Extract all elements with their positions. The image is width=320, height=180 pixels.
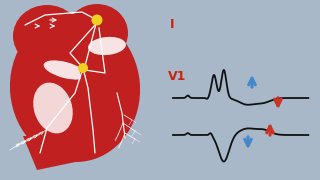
Ellipse shape bbox=[13, 5, 81, 67]
Ellipse shape bbox=[44, 60, 86, 80]
Circle shape bbox=[92, 15, 102, 26]
Polygon shape bbox=[23, 136, 113, 170]
Text: V1: V1 bbox=[168, 70, 186, 83]
Ellipse shape bbox=[10, 14, 140, 162]
Ellipse shape bbox=[33, 83, 73, 133]
Ellipse shape bbox=[88, 37, 126, 55]
Circle shape bbox=[78, 63, 88, 73]
Ellipse shape bbox=[78, 36, 96, 124]
Ellipse shape bbox=[66, 4, 128, 62]
Text: I: I bbox=[170, 18, 174, 31]
